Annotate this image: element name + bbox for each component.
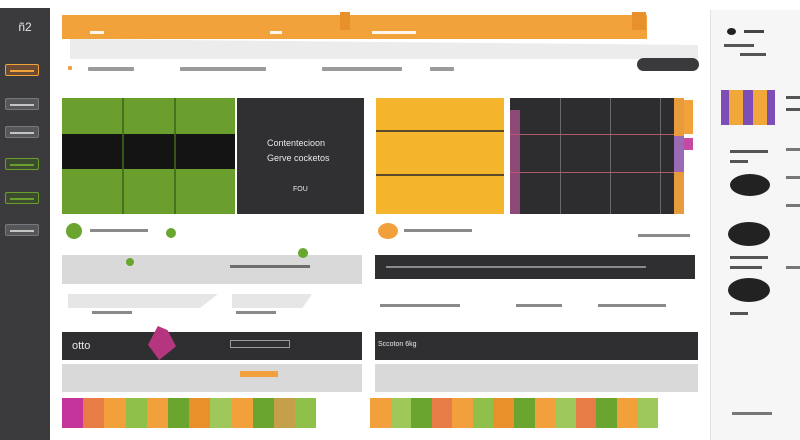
right-label-10 bbox=[730, 312, 748, 315]
right-label-3 bbox=[740, 53, 766, 56]
toolbar-text-4 bbox=[430, 67, 454, 71]
right-light-bar-2[interactable] bbox=[375, 364, 698, 392]
yellow-panel[interactable] bbox=[376, 98, 504, 214]
right-label-5 bbox=[786, 108, 800, 111]
right-label-13 bbox=[786, 204, 800, 207]
left-shadow-1 bbox=[68, 294, 218, 308]
sidebar-item-4[interactable] bbox=[5, 158, 39, 170]
panel-edge-magenta bbox=[684, 138, 693, 150]
panel-edge-orange bbox=[684, 100, 693, 134]
right-label-7 bbox=[730, 160, 748, 163]
right-label-1 bbox=[744, 30, 764, 33]
content-panel[interactable]: Contentecioon Gerve cocketos FOU bbox=[237, 98, 364, 214]
right-oval-2 bbox=[728, 222, 770, 246]
right-label-4 bbox=[786, 96, 800, 99]
green-grid-panel[interactable] bbox=[62, 98, 235, 214]
app-logo: ñ2 bbox=[18, 20, 32, 34]
pin-icon bbox=[166, 228, 176, 238]
right-label-9 bbox=[730, 266, 762, 269]
left-light-bar[interactable] bbox=[62, 255, 362, 284]
banner-tab-notch bbox=[340, 12, 350, 30]
left-dark-bar-label: otto bbox=[72, 340, 91, 352]
status-dot bbox=[68, 66, 72, 70]
sidebar-item-2[interactable] bbox=[5, 98, 39, 110]
right-dark-bar-label: Sccoton 6kg bbox=[378, 341, 417, 348]
right-label-11 bbox=[786, 148, 800, 151]
sidebar-item-5[interactable] bbox=[5, 192, 39, 204]
left-progress-fill bbox=[240, 371, 278, 377]
pin-icon-2 bbox=[126, 258, 134, 266]
sidebar-item-6[interactable] bbox=[5, 224, 39, 236]
caption-2 bbox=[236, 311, 276, 314]
content-subtitle: Gerve cocketos bbox=[267, 153, 330, 163]
toolbar-text-3 bbox=[322, 67, 402, 71]
right-dark-bar-line bbox=[386, 266, 646, 268]
caption-5 bbox=[598, 304, 666, 307]
green-status-icon bbox=[66, 223, 82, 239]
right-label-2 bbox=[724, 44, 754, 47]
right-thumbnail[interactable] bbox=[721, 90, 775, 125]
right-dark-bar-2[interactable] bbox=[375, 332, 698, 360]
orange-status-icon bbox=[378, 223, 398, 239]
toolbar-text-1 bbox=[88, 67, 134, 71]
toolbar-text-2 bbox=[180, 67, 266, 71]
right-avatar-1 bbox=[727, 28, 736, 35]
left-color-strip bbox=[62, 398, 317, 428]
caption-1 bbox=[92, 311, 132, 314]
banner-shadow bbox=[70, 39, 698, 59]
banner-label-3 bbox=[372, 31, 416, 34]
right-status-text bbox=[638, 234, 690, 237]
sidebar-item-3[interactable] bbox=[5, 126, 39, 138]
green-status-text bbox=[90, 229, 148, 232]
banner-label-1 bbox=[90, 31, 104, 34]
sidebar-item-1[interactable] bbox=[5, 64, 39, 76]
left-shadow-2 bbox=[232, 294, 312, 308]
banner-tab-notch-right bbox=[632, 12, 646, 30]
left-light-bar-2[interactable] bbox=[62, 364, 362, 392]
caption-3 bbox=[380, 304, 460, 307]
right-label-14 bbox=[786, 266, 800, 269]
header-banner bbox=[62, 15, 647, 39]
right-label-12 bbox=[786, 176, 800, 179]
right-label-8 bbox=[730, 256, 768, 259]
right-oval-3 bbox=[728, 278, 770, 302]
dark-grid-panel[interactable] bbox=[510, 98, 684, 214]
right-label-6 bbox=[730, 150, 768, 153]
orange-status-text bbox=[404, 229, 472, 232]
left-dark-bar-field[interactable] bbox=[230, 340, 290, 348]
right-footer-text bbox=[732, 412, 772, 415]
content-tag: FOU bbox=[293, 186, 308, 193]
toolbar-action-button[interactable] bbox=[637, 58, 699, 71]
right-color-strip bbox=[370, 398, 659, 428]
pin-icon-3 bbox=[298, 248, 308, 258]
caption-4 bbox=[516, 304, 562, 307]
left-bar-text bbox=[230, 265, 310, 268]
left-dark-bar[interactable] bbox=[62, 332, 362, 360]
right-oval-1 bbox=[730, 174, 770, 196]
content-title: Contentecioon bbox=[267, 138, 326, 148]
banner-label-2 bbox=[270, 31, 282, 34]
